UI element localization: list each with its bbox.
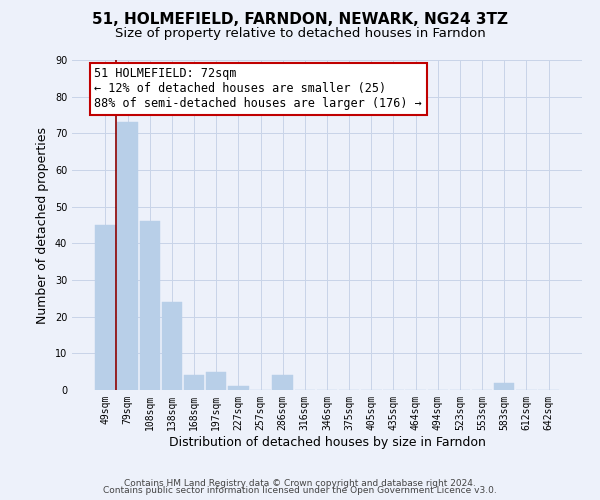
Bar bbox=[95, 225, 116, 390]
Text: Contains public sector information licensed under the Open Government Licence v3: Contains public sector information licen… bbox=[103, 486, 497, 495]
Bar bbox=[206, 372, 226, 390]
Text: 51 HOLMEFIELD: 72sqm
← 12% of detached houses are smaller (25)
88% of semi-detac: 51 HOLMEFIELD: 72sqm ← 12% of detached h… bbox=[94, 68, 422, 110]
Y-axis label: Number of detached properties: Number of detached properties bbox=[36, 126, 49, 324]
Bar bbox=[272, 376, 293, 390]
Bar bbox=[228, 386, 248, 390]
X-axis label: Distribution of detached houses by size in Farndon: Distribution of detached houses by size … bbox=[169, 436, 485, 448]
Text: Contains HM Land Registry data © Crown copyright and database right 2024.: Contains HM Land Registry data © Crown c… bbox=[124, 478, 476, 488]
Bar bbox=[140, 222, 160, 390]
Bar bbox=[118, 122, 138, 390]
Text: Size of property relative to detached houses in Farndon: Size of property relative to detached ho… bbox=[115, 28, 485, 40]
Bar bbox=[184, 376, 204, 390]
Text: 51, HOLMEFIELD, FARNDON, NEWARK, NG24 3TZ: 51, HOLMEFIELD, FARNDON, NEWARK, NG24 3T… bbox=[92, 12, 508, 28]
Bar bbox=[161, 302, 182, 390]
Bar bbox=[494, 382, 514, 390]
